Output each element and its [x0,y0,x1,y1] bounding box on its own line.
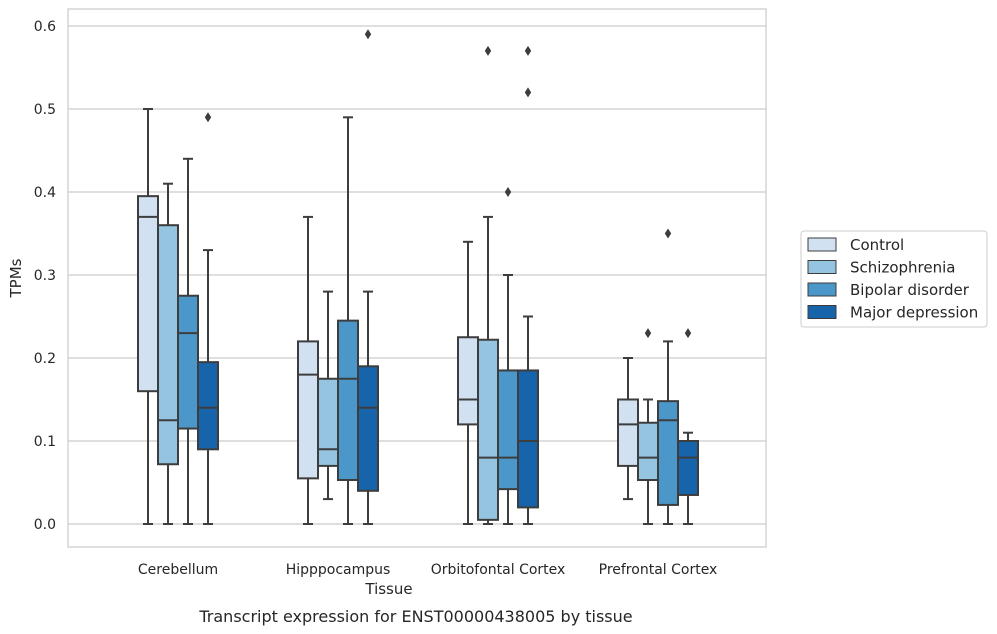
box-bipolar-disorder [337,116,359,525]
box-bipolar-disorder [177,157,199,525]
legend-item: Major depression [807,304,978,322]
box-bipolar-disorder [657,228,679,525]
legend-swatch [807,282,837,297]
box-major-depression [517,45,539,525]
box-iqr [317,377,339,467]
outlier-point [484,45,492,56]
outlier-point [644,328,652,339]
outlier-point [364,29,372,40]
y-tick-label: 0.1 [34,434,56,450]
legend-frame [800,230,988,328]
box-iqr [357,365,379,492]
outlier-point [684,328,692,339]
box-control [617,357,639,501]
box-iqr [337,319,359,482]
box-iqr [137,195,159,393]
y-tick-labels: 0.0 0.1 0.2 0.3 0.4 0.5 0.6 [34,19,56,533]
box-control [457,240,479,525]
legend-label: Major depression [850,304,978,322]
legend-swatch [807,260,837,274]
box-iqr [517,369,539,509]
box-major-depression [677,328,699,525]
legend-label: Control [850,236,904,254]
box-iqr [617,398,639,467]
legend-label: Bipolar disorder [850,281,970,299]
y-tick-label: 0.6 [34,19,56,35]
box-control [297,215,319,525]
box-iqr [477,338,499,521]
box-iqr [197,361,219,451]
x-tick-labels: Cerebellum Hipppocampus Orbitofontal Corte… [138,562,717,578]
box-control [137,108,159,525]
legend-label: Schizophrenia [850,259,955,277]
box-iqr [297,340,319,480]
outlier-point [524,45,532,56]
x-tick-label: Hipppocampus [286,562,391,578]
x-tick-label: Cerebellum [138,562,218,578]
x-tick-label: Prefrontal Cortex [599,562,718,578]
box-schizophrenia [477,45,499,525]
box-iqr [657,400,679,506]
box-iqr [157,224,179,466]
y-axis-label: TPMs [7,258,25,298]
box-iqr [677,440,699,496]
plot-area-frame [67,8,767,548]
y-tick-label: 0.4 [34,185,56,201]
y-tick-label: 0.3 [34,268,56,284]
box-iqr [177,294,199,430]
outlier-point [664,228,672,239]
box-iqr [497,369,519,491]
legend-item: Schizophrenia [807,259,955,277]
y-tick-label: 0.2 [34,351,56,367]
legend: Control Schizophrenia Bipolar disorder Majo… [800,230,988,328]
box-schizophrenia [317,290,339,501]
box-groups [137,29,699,525]
outlier-point [504,187,512,197]
legend-swatch [807,237,837,252]
outlier-point [204,112,212,123]
x-tick-label: Orbitofontal Cortex [431,562,566,578]
box-major-depression [197,112,219,525]
x-axis-label: Tissue [364,580,412,598]
figure-caption: Transcript expression for ENST0000043800… [198,607,632,626]
legend-swatch [807,305,837,319]
y-tick-label: 0.0 [34,517,56,533]
box-schizophrenia [157,182,179,525]
legend-items: Control Schizophrenia Bipolar disorder Majo… [807,236,978,322]
box-iqr [457,336,479,426]
box-major-depression [357,29,379,525]
y-tick-label: 0.5 [34,102,56,118]
box-iqr [637,421,659,482]
legend-item: Control [807,236,904,254]
box-bipolar-disorder [497,187,519,525]
outlier-point [524,87,532,98]
legend-item: Bipolar disorder [807,281,970,299]
